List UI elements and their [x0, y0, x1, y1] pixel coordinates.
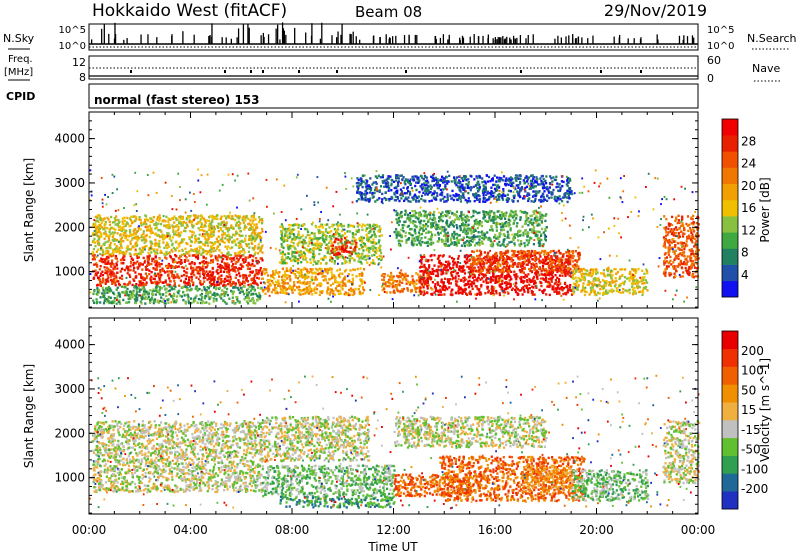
freq-unit: [MHz] [4, 67, 33, 78]
power-y-label: Slant Range [km] [22, 158, 36, 262]
cpid-text: normal (fast stereo) 153 [94, 93, 260, 107]
freq-tick-top: 12 [72, 56, 86, 69]
x-axis-label: Time UT [367, 540, 418, 554]
power-colorbar-label: Power [dB] [758, 177, 772, 242]
velocity-colorbar-label: Velocity [m s^-1] [758, 358, 772, 462]
date-label: 29/Nov/2019 [604, 1, 707, 20]
cpid-panel: CPID normal (fast stereo) 153 [6, 83, 699, 109]
nave-tick-top: 60 [707, 54, 721, 67]
cpid-label: CPID [6, 90, 35, 103]
freq-dots [130, 70, 642, 73]
nave-label: Nave [752, 62, 780, 75]
nsky-panel: N.Sky 10^5 10^0 10^5 10^0 N.Search [3, 22, 797, 52]
nsearch-label: N.Search [747, 32, 797, 45]
power-cells [89, 168, 700, 305]
nsky-tick-bottom: 10^0 [59, 41, 86, 52]
x-axis: 00:00 04:00 08:00 12:00 16:00 20:00 00:00 [72, 112, 715, 537]
nsky-bars [89, 22, 698, 48]
freq-panel: Freq. [MHz] 12 8 60 0 Nave [4, 54, 780, 85]
nsky-label: N.Sky [3, 32, 35, 45]
nsky-tick-top: 10^5 [59, 25, 86, 36]
beam-label: Beam 08 [355, 3, 422, 21]
freq-label: Freq. [8, 54, 33, 65]
freq-tick-bottom: 8 [79, 71, 86, 84]
velocity-y-label: Slant Range [km] [22, 364, 36, 468]
nsearch-tick-bottom: 10^0 [707, 41, 734, 52]
nsearch-tick-top: 10^5 [707, 25, 734, 36]
nave-tick-bottom: 0 [707, 72, 714, 85]
station-title: Hokkaido West (fitACF) [92, 1, 287, 21]
velocity-cells [89, 374, 701, 510]
